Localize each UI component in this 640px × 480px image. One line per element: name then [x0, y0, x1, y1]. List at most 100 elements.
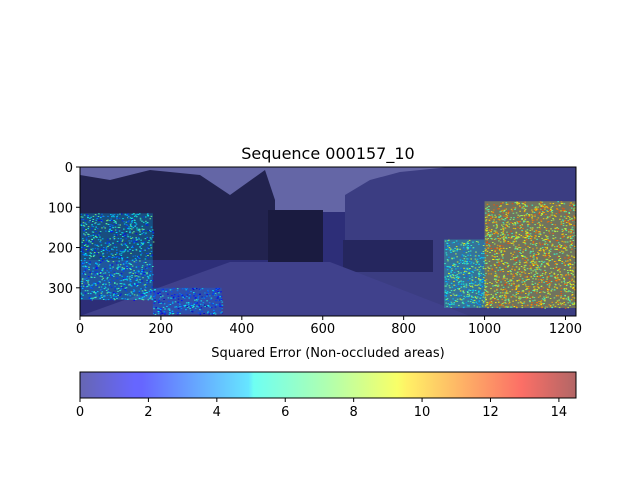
error-pixel — [524, 282, 526, 284]
error-pixel — [556, 264, 558, 265]
error-pixel — [140, 298, 143, 300]
error-pixel — [96, 291, 99, 293]
error-pixel — [507, 203, 509, 205]
error-pixel — [465, 271, 468, 273]
error-pixel — [103, 216, 105, 217]
error-pixel — [101, 238, 104, 240]
error-pixel — [465, 275, 468, 277]
error-pixel — [137, 281, 140, 283]
error-pixel — [505, 224, 507, 226]
error-pixel — [141, 225, 144, 227]
error-pixel — [123, 221, 125, 223]
error-pixel — [513, 257, 515, 259]
error-pixel — [451, 286, 454, 288]
error-pixel — [463, 306, 465, 308]
error-pixel — [445, 249, 448, 251]
error-pixel — [464, 263, 466, 265]
error-pixel — [92, 267, 95, 269]
error-pixel — [521, 218, 523, 220]
x-tick-label: 1000 — [468, 322, 501, 337]
error-pixel — [197, 295, 200, 297]
error-pixel — [463, 255, 465, 257]
error-pixel — [555, 284, 557, 286]
error-pixel — [482, 273, 485, 275]
error-pixel — [144, 288, 146, 290]
error-pixel — [445, 292, 447, 294]
error-pixel — [560, 221, 563, 223]
error-pixel — [517, 302, 520, 304]
error-pixel — [97, 265, 100, 267]
error-pixel — [523, 240, 526, 241]
error-pixel — [457, 276, 460, 278]
error-pixel — [132, 238, 135, 240]
error-pixel — [510, 252, 512, 254]
error-pixel — [108, 249, 111, 251]
error-pixel — [124, 278, 127, 280]
error-pixel — [186, 288, 188, 290]
error-pixel — [529, 265, 531, 267]
error-pixel — [109, 228, 112, 229]
error-pixel — [548, 282, 550, 284]
error-pixel — [530, 239, 533, 241]
error-pixel — [557, 268, 559, 270]
error-pixel — [473, 248, 475, 250]
y-tick-label: 100 — [48, 201, 73, 216]
error-pixel — [456, 256, 458, 258]
error-pixel — [88, 241, 90, 243]
error-pixel — [478, 300, 481, 302]
error-pixel — [206, 294, 208, 296]
error-pixel — [565, 288, 568, 290]
error-pixel — [556, 227, 558, 228]
error-pixel — [185, 292, 188, 294]
error-pixel — [146, 267, 148, 269]
error-pixel — [527, 225, 529, 227]
error-pixel — [186, 295, 188, 297]
error-pixel — [557, 301, 560, 303]
error-pixel — [558, 205, 561, 206]
error-pixel — [481, 264, 484, 266]
error-pixel — [512, 218, 515, 220]
error-pixel — [469, 283, 471, 284]
error-pixel — [482, 268, 485, 270]
error-pixel — [514, 246, 517, 248]
error-pixel — [126, 256, 129, 258]
error-pixel — [544, 208, 546, 210]
error-pixel — [142, 221, 145, 223]
error-pixel — [533, 253, 535, 255]
error-pixel — [511, 268, 513, 270]
error-pixel — [551, 288, 553, 290]
error-pixel — [165, 290, 167, 292]
error-pixel — [128, 277, 131, 279]
error-pixel — [204, 292, 206, 294]
error-pixel — [519, 227, 521, 229]
error-pixel — [516, 222, 519, 224]
error-pixel — [113, 257, 116, 259]
error-pixel — [564, 244, 566, 246]
error-pixel — [541, 274, 543, 276]
error-pixel — [128, 216, 130, 218]
error-pixel — [550, 208, 552, 210]
error-pixel — [125, 224, 128, 226]
error-pixel — [126, 265, 128, 267]
error-pixel — [101, 291, 104, 293]
error-pixel — [152, 235, 154, 237]
error-pixel — [469, 285, 472, 287]
error-pixel — [466, 243, 469, 245]
error-pixel — [446, 298, 449, 300]
error-pixel — [81, 249, 84, 251]
error-pixel — [516, 248, 519, 250]
error-pixel — [518, 299, 520, 301]
error-pixel — [458, 262, 461, 264]
error-pixel — [456, 274, 459, 276]
error-pixel — [503, 236, 505, 238]
error-pixel — [160, 301, 162, 303]
error-pixel — [132, 246, 134, 248]
error-pixel — [528, 278, 530, 280]
error-pixel — [125, 262, 128, 264]
error-pixel — [517, 216, 519, 218]
error-pixel — [535, 267, 538, 269]
error-pixel — [487, 214, 490, 215]
error-pixel — [492, 297, 494, 299]
error-pixel — [530, 306, 532, 308]
error-pixel — [95, 215, 98, 217]
